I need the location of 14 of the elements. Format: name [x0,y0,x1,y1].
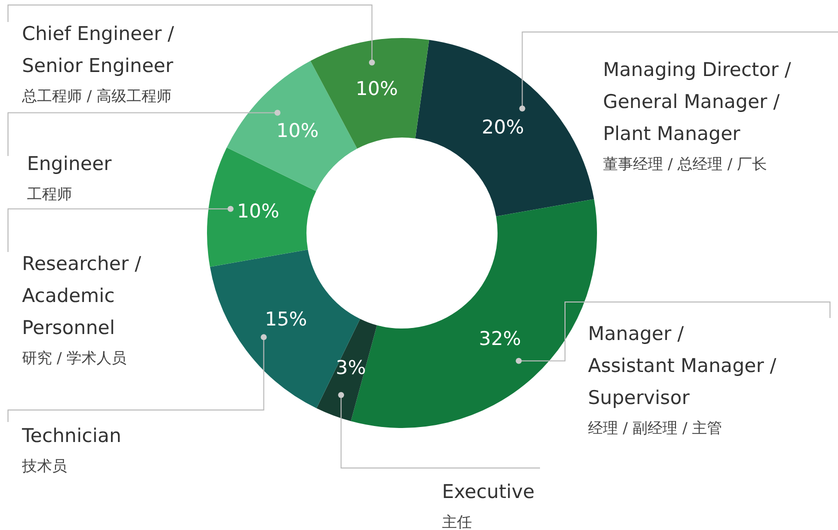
slice-label: Managing Director / General Manager / Plant Manager 董事经理 / 总经理 / 厂长 [603,58,791,175]
data-label: 15% [264,308,308,330]
slice-label: Executive 主任 [442,480,535,530]
slice-label: Engineer 工程师 [27,152,112,205]
slice-label: Manager / Assistant Manager / Supervisor 经理 / 副经理 / 主管 [588,322,776,439]
data-label: 32% [478,328,522,350]
slice-label: Technician 技术员 [22,424,122,477]
data-label: 10% [356,78,398,100]
slice-label: Researcher / Academic Personnel 研究 / 学术人员 [22,252,142,369]
data-label: 10% [276,120,319,142]
data-label: 20% [482,116,524,138]
slice-label: Chief Engineer / Senior Engineer 总工程师 / 高级工程师 [22,22,174,107]
data-label: 10% [237,200,280,223]
data-label: 3% [336,356,366,379]
